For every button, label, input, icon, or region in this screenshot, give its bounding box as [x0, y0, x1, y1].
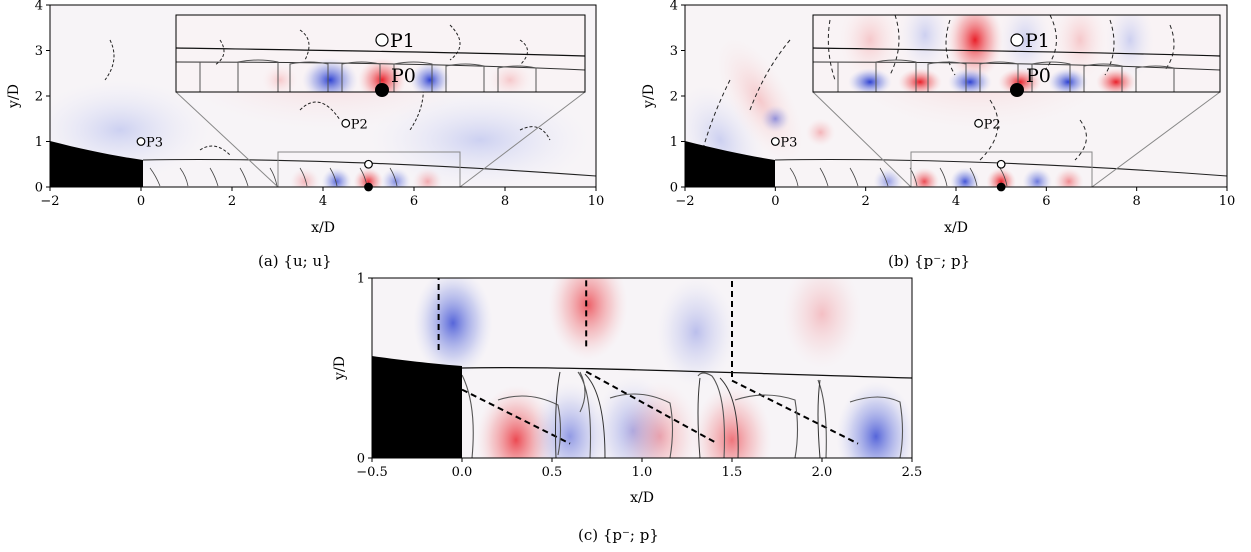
panel-b-point-p1: [996, 159, 1006, 169]
panel-a-xlabel: x/D: [311, 220, 335, 236]
panel-c-shock-line: [461, 388, 571, 445]
panel-c-shock-line: [585, 370, 719, 445]
panel-b-negative-lobe: [873, 167, 904, 187]
panel-a-ylabel: y/D: [6, 84, 22, 109]
panel-c-xtick-label: 0.5: [542, 465, 563, 480]
panel-b-inset-marker-p1: [1010, 33, 1024, 47]
panel-b-negative-lobe: [1022, 167, 1053, 187]
panel-b-ylabel: y/D: [641, 84, 657, 109]
panel-c-xtick-label: 1.5: [722, 465, 743, 480]
panel-a-negative-lobe: [321, 167, 352, 187]
panel-a-xtick-label: 4: [319, 194, 327, 209]
panel-a-inset-marker-p1: [375, 33, 389, 47]
panel-b-point-p2: [974, 118, 983, 128]
panel-c-xtick-label: 2.5: [902, 465, 923, 480]
panel-a-ytick-label: 2: [35, 90, 43, 105]
panel-c-field: [413, 278, 912, 458]
panel-b-inset: P1 P0: [812, 14, 1221, 97]
panel-a-xtick-label: 8: [501, 194, 509, 209]
panel-b-nozzle: [685, 141, 775, 187]
panel-c-xlabel: x/D: [630, 490, 654, 506]
panel-a-xtick-label: 0: [137, 194, 145, 209]
panel-c-ytick-label: 1: [357, 272, 365, 287]
panel-b-xtick-label: 6: [1042, 194, 1050, 209]
panel-b-inset-marker-p0: [1010, 83, 1024, 97]
panel-b-positive-lobe: [909, 167, 940, 187]
panel-b-negative-lobe: [950, 167, 980, 187]
panel-a-nozzle: [50, 141, 143, 187]
panel-b-ytick-label: 2: [670, 90, 678, 105]
panel-b-xlabel: x/D: [944, 220, 968, 236]
panel-c-positive-lobe: [548, 278, 628, 360]
panel-b-ytick-label: 4: [670, 0, 678, 14]
panel-c-shock-line: [731, 379, 859, 445]
panel-a-ytick-label: 3: [35, 44, 43, 59]
panel-a-point-label-p3: P3: [146, 136, 163, 151]
panel-b-ytick-label: 3: [670, 44, 678, 59]
panel-c-xtick-label: 0.0: [452, 465, 473, 480]
panel-a-ytick-label: 0: [35, 181, 43, 196]
panel-b-xtick-label: 4: [952, 194, 960, 209]
panel-c-ylabel: y/D: [332, 356, 348, 381]
panel-a-ytick-label: 4: [35, 0, 43, 14]
caption-b: (b) {p⁻; p}: [888, 252, 970, 270]
panel-a-inset-label-p1: P1: [390, 30, 415, 52]
panel-a-xtick-label: 2: [228, 194, 236, 209]
panel-a-xtick-label: 10: [588, 194, 605, 209]
panel-a-ytick-label: 1: [35, 135, 43, 150]
panel-a-positive-lobe: [412, 167, 443, 187]
panel-b-xtick-label: −2: [675, 194, 694, 209]
panel-c-nozzle: [372, 356, 462, 458]
panel-b-point-label-p3: P3: [780, 136, 797, 151]
panel-b-point-label-p2: P2: [984, 117, 1001, 132]
panel-a-inset-marker-p0: [375, 83, 389, 97]
panel-a-inset-label-p0: P0: [391, 65, 416, 87]
panel-b-positive-lobe: [805, 118, 836, 147]
panel-b-positive-lobe: [986, 167, 1017, 187]
panel-a-positive-lobe: [289, 167, 320, 187]
panel-c-ytick-label: 0: [357, 452, 365, 467]
panel-c: −0.5 0.0 0.5 1.0 1.5 2.0 2.5 0 1 x/D y/D (c) {p⁻…: [332, 272, 923, 545]
panel-b-xtick-label: 10: [1219, 194, 1236, 209]
panel-a-point-p1: [364, 159, 373, 169]
panel-c-negative-lobe: [413, 278, 493, 378]
panel-b-xtick-label: 0: [771, 194, 779, 209]
panel-b-ytick-label: 0: [670, 181, 678, 196]
panel-b-inset-label-p0: P0: [1026, 65, 1051, 87]
panel-a-xtick-label: 6: [410, 194, 418, 209]
panel-b-ytick-label: 1: [670, 135, 678, 150]
panel-b-negative-lobe: [760, 104, 791, 133]
panel-b-xtick-label: 2: [862, 194, 870, 209]
panel-b-xtick-label: 8: [1133, 194, 1141, 209]
panel-c-jet-boundary: [461, 366, 912, 379]
panel-c-xtick-label: −0.5: [356, 465, 388, 480]
caption-a: (a) {u; u}: [258, 252, 332, 270]
panel-c-positive-lobe: [782, 278, 862, 369]
panel-a-negative-lobe: [380, 167, 411, 187]
panel-c-xtick-label: 1.0: [632, 465, 653, 480]
panel-b-positive-lobe: [1054, 167, 1084, 187]
panel-c-negative-lobe: [530, 381, 610, 458]
panel-a-jet-boundary: [142, 158, 596, 177]
panel-a-point-p3: [136, 137, 146, 146]
panel-a-point-p2: [341, 118, 351, 128]
panel-a-inset: P1 P0: [175, 14, 586, 97]
panel-c-xtick-label: 2.0: [812, 465, 833, 480]
panel-b-jet-boundary: [774, 158, 1227, 177]
panel-a-xtick-label: −2: [40, 194, 59, 209]
panel-a-positive-lobe: [353, 167, 384, 187]
caption-c: (c) {p⁻; p}: [578, 526, 659, 544]
panel-b-point-p3: [770, 137, 780, 146]
panel-b-inset-label-p1: P1: [1025, 30, 1050, 52]
panel-a-point-label-p2: P2: [351, 117, 368, 132]
panel-c-negative-lobe: [656, 278, 736, 387]
